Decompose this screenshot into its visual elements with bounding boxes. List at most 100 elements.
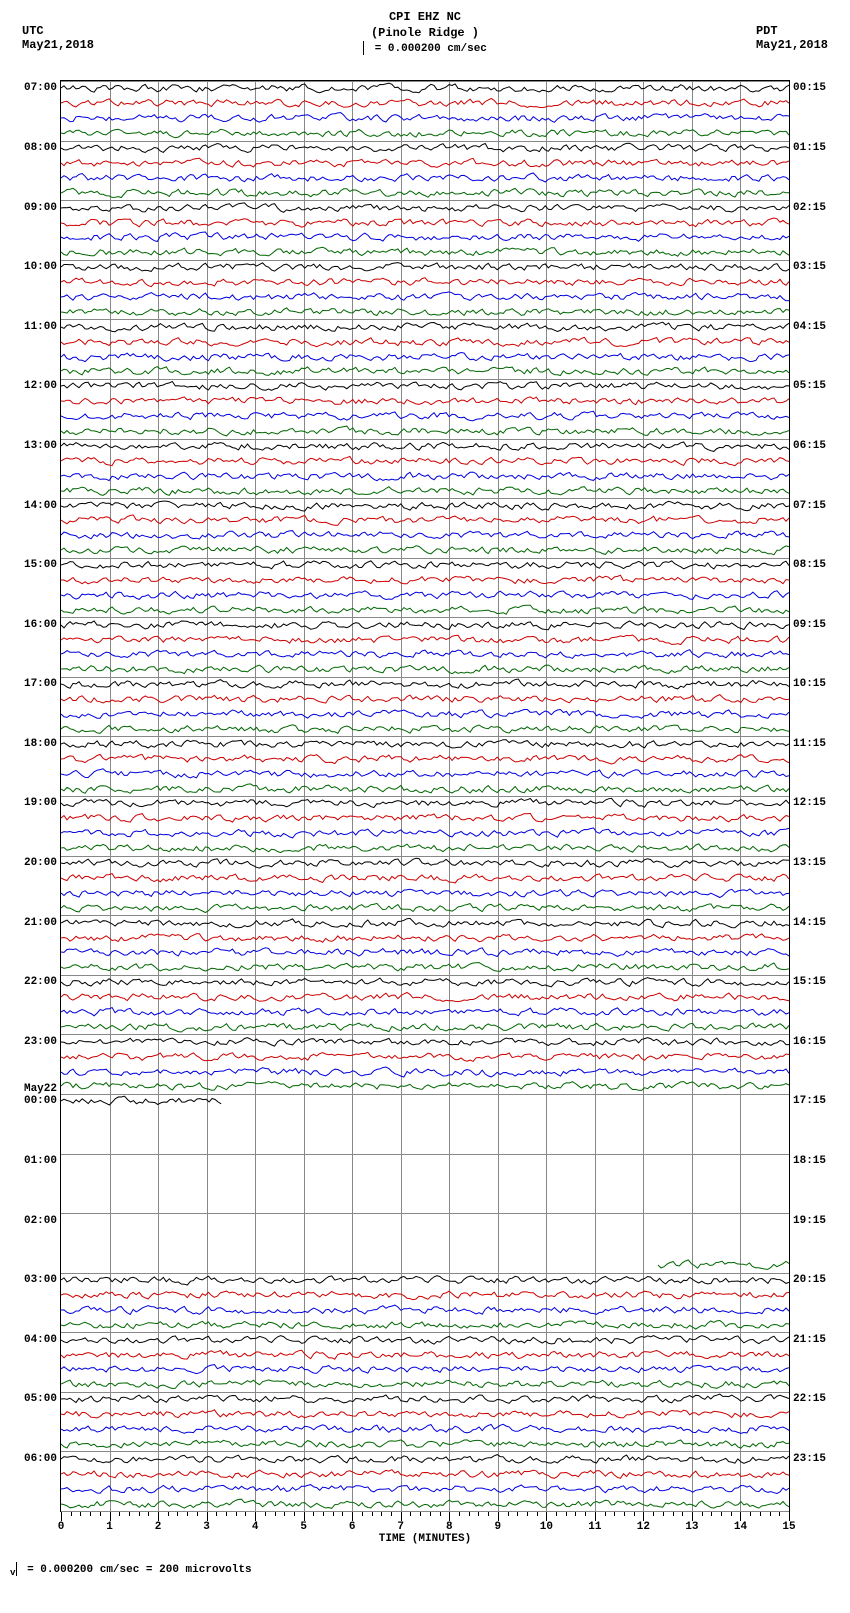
utc-hour-label: 16:00 xyxy=(24,619,57,631)
x-tick-major xyxy=(643,1511,644,1521)
scale-bar-icon xyxy=(363,41,364,55)
utc-hour-label: 14:00 xyxy=(24,500,57,512)
x-tick-label: 10 xyxy=(540,1521,553,1533)
x-tick-label: 4 xyxy=(252,1521,259,1533)
scale-line: = 0.000200 cm/sec xyxy=(10,41,840,56)
x-tick-label: 13 xyxy=(685,1521,698,1533)
seismic-trace xyxy=(61,692,789,706)
seismic-trace xyxy=(61,350,789,364)
seismic-trace xyxy=(61,722,789,736)
utc-hour-label: 06:00 xyxy=(24,1453,57,1465)
station-line: CPI EHZ NC xyxy=(10,10,840,26)
x-tick-label: 1 xyxy=(106,1521,113,1533)
seismic-trace xyxy=(61,558,789,572)
seismic-trace xyxy=(61,662,789,676)
pdt-hour-label: 04:15 xyxy=(793,321,826,333)
seismic-trace xyxy=(61,201,789,215)
x-tick-major xyxy=(595,1511,596,1521)
x-tick-label: 8 xyxy=(446,1521,453,1533)
seismic-trace xyxy=(61,633,789,647)
seismic-trace xyxy=(61,1050,789,1064)
seismic-trace xyxy=(61,767,789,781)
utc-hour-label: 11:00 xyxy=(24,321,57,333)
seismic-trace xyxy=(61,1035,789,1049)
seismic-trace xyxy=(61,96,789,110)
seismic-trace xyxy=(61,1362,789,1376)
gridline-h xyxy=(61,677,789,678)
seismic-trace xyxy=(61,484,789,498)
pdt-hour-label: 03:15 xyxy=(793,261,826,273)
seismic-trace xyxy=(61,975,789,989)
pdt-hour-label: 09:15 xyxy=(793,619,826,631)
seismic-trace xyxy=(61,1497,789,1511)
utc-hour-label: 20:00 xyxy=(24,857,57,869)
seismic-trace xyxy=(61,1094,789,1108)
x-tick-label: 7 xyxy=(397,1521,404,1533)
tz-left-label: UTC xyxy=(22,24,94,38)
pdt-hour-label: 13:15 xyxy=(793,857,826,869)
seismic-trace xyxy=(61,260,789,274)
seismic-trace xyxy=(61,439,789,453)
pdt-hour-label: 18:15 xyxy=(793,1155,826,1167)
seismic-trace xyxy=(61,1258,789,1272)
gridline-h xyxy=(61,141,789,142)
seismic-trace xyxy=(61,335,789,349)
seismic-trace xyxy=(61,603,789,617)
pdt-hour-label: 14:15 xyxy=(793,917,826,929)
x-tick-label: 15 xyxy=(782,1521,795,1533)
seismic-trace xyxy=(61,1288,789,1302)
gridline-h xyxy=(61,1332,789,1333)
seismic-trace xyxy=(61,141,789,155)
gridline-h xyxy=(61,915,789,916)
utc-hour-label: 23:00 xyxy=(24,1036,57,1048)
gridline-h xyxy=(61,1034,789,1035)
tz-right-date: May21,2018 xyxy=(756,38,828,52)
seismic-trace xyxy=(61,826,789,840)
gridline-h xyxy=(61,439,789,440)
footer-text: = 0.000200 cm/sec = 200 microvolts xyxy=(27,1564,251,1576)
pdt-hour-label: 00:15 xyxy=(793,82,826,94)
pdt-hour-label: 22:15 xyxy=(793,1393,826,1405)
seismic-trace xyxy=(61,1348,789,1362)
seismic-trace xyxy=(61,1303,789,1317)
pdt-hour-label: 15:15 xyxy=(793,976,826,988)
utc-hour-label: 17:00 xyxy=(24,678,57,690)
seismic-trace xyxy=(61,841,789,855)
x-tick-major xyxy=(789,1511,790,1521)
seismic-trace xyxy=(61,931,789,945)
pdt-hour-label: 19:15 xyxy=(793,1215,826,1227)
x-tick-label: 5 xyxy=(300,1521,307,1533)
seismic-trace xyxy=(61,1377,789,1391)
gridline-h xyxy=(61,558,789,559)
utc-hour-label: 19:00 xyxy=(24,797,57,809)
x-tick-major xyxy=(546,1511,547,1521)
x-tick-major xyxy=(692,1511,693,1521)
x-tick-label: 9 xyxy=(494,1521,501,1533)
x-tick-major xyxy=(255,1511,256,1521)
utc-hour-label: 03:00 xyxy=(24,1274,57,1286)
header: UTC May21,2018 PDT May21,2018 CPI EHZ NC… xyxy=(10,10,840,70)
seismic-trace xyxy=(61,1333,789,1347)
pdt-hour-label: 08:15 xyxy=(793,559,826,571)
gridline-h xyxy=(61,319,789,320)
x-tick-major xyxy=(449,1511,450,1521)
x-tick-label: 0 xyxy=(58,1521,65,1533)
seismic-trace xyxy=(61,1407,789,1421)
seismic-trace xyxy=(61,216,789,230)
tz-left-date: May21,2018 xyxy=(22,38,94,52)
x-tick-major xyxy=(110,1511,111,1521)
pdt-hour-label: 11:15 xyxy=(793,738,826,750)
gridline-h xyxy=(61,1273,789,1274)
gridline-h xyxy=(61,796,789,797)
seismic-trace xyxy=(61,916,789,930)
gridline-h xyxy=(61,1154,789,1155)
seismic-trace xyxy=(61,424,789,438)
x-tick-major xyxy=(352,1511,353,1521)
seismic-trace xyxy=(61,528,789,542)
gridline-h xyxy=(61,81,789,82)
seismic-trace xyxy=(61,1452,789,1466)
seismic-trace xyxy=(61,737,789,751)
seismic-trace xyxy=(61,320,789,334)
seismic-trace xyxy=(61,886,789,900)
utc-hour-label: May2200:00 xyxy=(24,1095,57,1107)
